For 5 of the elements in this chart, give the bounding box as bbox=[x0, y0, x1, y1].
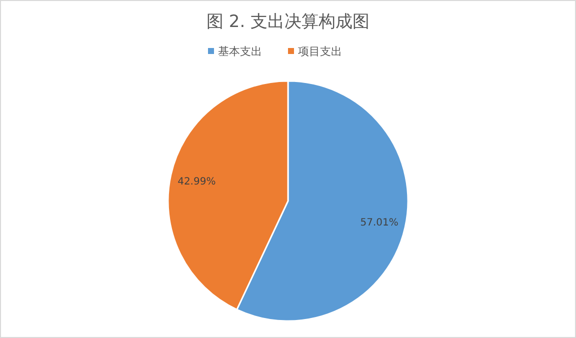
legend-label: 基本支出 bbox=[218, 45, 262, 58]
chart-title: 图 2. 支出决算构成图 bbox=[206, 12, 370, 32]
data-label: 42.99% bbox=[178, 176, 216, 188]
legend-label: 项目支出 bbox=[298, 45, 342, 58]
data-label: 57.01% bbox=[360, 217, 398, 228]
